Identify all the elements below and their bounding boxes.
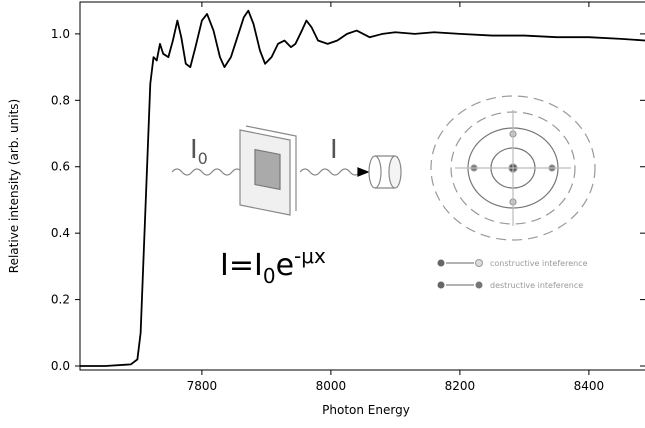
interference-diagram — [430, 95, 596, 241]
incident-label: I0 — [190, 135, 208, 168]
formula: I=I0e-μx — [220, 244, 326, 288]
y-tick-label: 0.4 — [51, 226, 70, 240]
x-tick-label: 8400 — [574, 379, 605, 393]
incident-sub: 0 — [198, 149, 208, 168]
formula-lhs: I=I — [220, 248, 263, 283]
x-tick-label: 8200 — [445, 379, 476, 393]
formula-sup: -μx — [294, 244, 326, 268]
constructive-label: constructive inteference — [490, 259, 588, 268]
formula-sub: 0 — [263, 264, 276, 288]
y-tick-label: 0.0 — [51, 359, 70, 373]
transmitted-label: I — [330, 135, 338, 165]
interference-legend — [437, 259, 483, 289]
incident-main: I — [190, 135, 198, 165]
spectrum-line — [80, 9, 645, 367]
y-tick-label: 0.6 — [51, 160, 70, 174]
formula-base: e — [276, 248, 294, 283]
axis-frame — [79, 1, 645, 371]
x-axis-label: Photon Energy — [322, 403, 410, 417]
y-tick-label: 0.2 — [51, 293, 70, 307]
y-tick-label: 0.8 — [51, 93, 70, 107]
y-axis-label: Relative intensity (arb. units) — [7, 99, 21, 273]
x-tick-label: 7800 — [187, 379, 218, 393]
transmission-diagram — [171, 125, 402, 216]
destructive-label: destructive inteference — [490, 281, 583, 290]
x-tick-label: 8000 — [316, 379, 347, 393]
y-tick-label: 1.0 — [51, 27, 70, 41]
